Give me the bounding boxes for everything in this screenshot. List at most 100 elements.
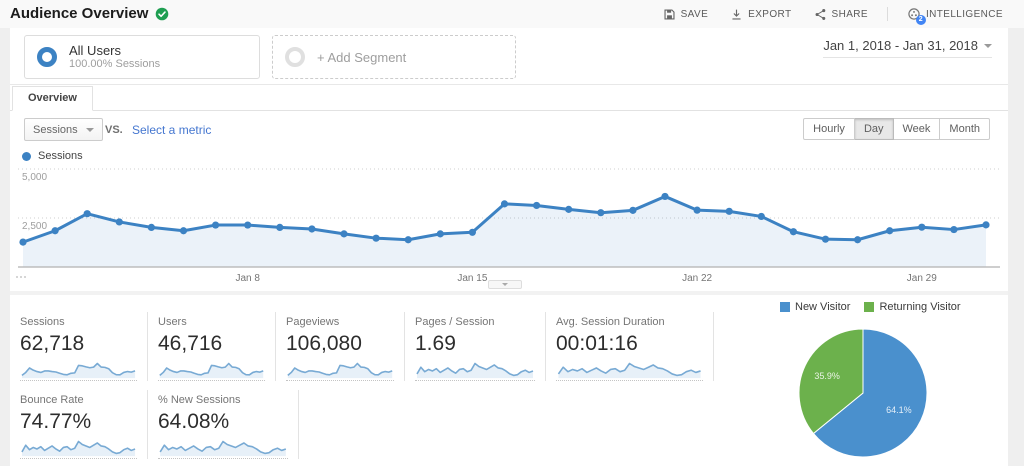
metric-label: Pages / Session xyxy=(415,316,495,328)
granularity-switcher: Hourly Day Week Month xyxy=(803,118,990,140)
sessions-sparkline xyxy=(20,358,137,379)
metric-card-pages-per-session: Pages / Session 1.69 xyxy=(405,312,546,381)
metric-cards: Sessions 62,718 Users 46,716 Pageviews 1… xyxy=(18,312,724,459)
tab-overview-label: Overview xyxy=(28,92,77,104)
chevron-down-icon xyxy=(984,43,992,48)
pie-legend: New Visitor Returning Visitor xyxy=(780,301,961,313)
metric-value: 62,718 xyxy=(20,332,85,355)
add-segment-label: + Add Segment xyxy=(317,49,407,65)
sessions-legend-label: Sessions xyxy=(38,150,83,162)
granularity-day-button[interactable]: Day xyxy=(854,118,894,140)
metric-row-1: Sessions 62,718 Users 46,716 Pageviews 1… xyxy=(18,312,724,381)
metric-value: 106,080 xyxy=(286,332,362,355)
metric-value: 74.77% xyxy=(20,410,92,433)
metric-card-pageviews: Pageviews 106,080 xyxy=(276,312,405,381)
export-button[interactable]: EXPORT xyxy=(721,5,800,24)
save-icon xyxy=(664,8,675,20)
intelligence-icon: 2 xyxy=(907,7,926,25)
metric-selector-dropdown[interactable]: Sessions xyxy=(24,118,103,141)
metric-card-new-sessions: % New Sessions 64.08% xyxy=(148,390,299,459)
granularity-week-button[interactable]: Week xyxy=(893,118,941,140)
tab-overview[interactable]: Overview xyxy=(12,86,93,111)
svg-text:Jan 29: Jan 29 xyxy=(907,273,937,284)
segment-detail: 100.00% Sessions xyxy=(69,58,161,70)
svg-text:35.9%: 35.9% xyxy=(814,371,840,381)
metric-label: Bounce Rate xyxy=(20,394,84,406)
metric-card-avg-session-duration: Avg. Session Duration 00:01:16 xyxy=(546,312,714,381)
granularity-hourly-button[interactable]: Hourly xyxy=(803,118,855,140)
pie-legend-new-visitor: New Visitor xyxy=(780,301,850,313)
share-icon xyxy=(815,8,825,20)
svg-text:2,500: 2,500 xyxy=(22,221,47,232)
add-segment-ring-icon xyxy=(285,47,305,67)
returning-visitor-label: Returning Visitor xyxy=(879,301,961,313)
metric-value: 46,716 xyxy=(158,332,223,355)
segments-row: All Users 100.00% Sessions + Add Segment… xyxy=(10,28,1008,85)
metric-label: Users xyxy=(158,316,187,328)
granularity-month-button[interactable]: Month xyxy=(940,118,990,140)
collapse-chart-button[interactable] xyxy=(488,280,522,289)
share-label: SHARE xyxy=(831,8,868,20)
returning-visitor-swatch-icon xyxy=(864,302,875,312)
svg-text:Jan 15: Jan 15 xyxy=(457,273,487,284)
svg-text:Jan 22: Jan 22 xyxy=(682,273,712,284)
users-sparkline xyxy=(158,358,265,379)
metric-value: 1.69 xyxy=(415,332,456,355)
bounce-rate-sparkline xyxy=(20,436,137,457)
new-visitor-swatch-icon xyxy=(780,302,790,312)
tab-bar: Overview xyxy=(10,85,1008,111)
header-divider xyxy=(886,7,888,21)
svg-text:5,000: 5,000 xyxy=(22,172,47,183)
save-button[interactable]: SAVE xyxy=(654,5,718,24)
metric-label: Avg. Session Duration xyxy=(556,316,665,328)
verified-check-icon xyxy=(156,7,169,21)
select-metric-link[interactable]: Select a metric xyxy=(132,123,212,137)
top-bar: Audience Overview SAVE EXPORT xyxy=(0,0,1024,28)
report-panel: All Users 100.00% Sessions + Add Segment… xyxy=(10,28,1008,466)
sessions-line-chart: 2,500 5,000 Jan 8 Jan 15 Jan 22 Jan 29 xyxy=(18,168,1000,284)
export-icon xyxy=(732,9,741,20)
metric-card-users: Users 46,716 xyxy=(148,312,276,381)
segment-all-users[interactable]: All Users 100.00% Sessions xyxy=(24,35,260,79)
intelligence-badge: 2 xyxy=(915,15,926,25)
pages-per-session-sparkline xyxy=(415,358,535,379)
export-label: EXPORT xyxy=(748,8,792,20)
metric-label: % New Sessions xyxy=(158,394,241,406)
share-button[interactable]: SHARE xyxy=(805,5,877,24)
metric-label: Sessions xyxy=(20,316,65,328)
chart-legend: Sessions xyxy=(22,150,83,162)
save-label: SAVE xyxy=(680,8,709,20)
sessions-legend-dot-icon xyxy=(22,151,31,161)
chart-scroll-strip xyxy=(10,291,1008,295)
metric-card-bounce-rate: Bounce Rate 74.77% xyxy=(18,390,148,459)
segment-name: All Users xyxy=(69,43,122,58)
date-range-selector[interactable]: Jan 1, 2018 - Jan 31, 2018 xyxy=(823,38,992,58)
segment-ring-icon xyxy=(37,47,57,67)
chevron-down-icon xyxy=(85,127,94,132)
metric-value: 64.08% xyxy=(158,410,230,433)
svg-text:64.1%: 64.1% xyxy=(886,405,912,415)
new-visitor-label: New Visitor xyxy=(795,301,851,313)
chevron-down-icon xyxy=(502,283,508,286)
metric-selector-value: Sessions xyxy=(33,123,78,136)
pageviews-sparkline xyxy=(286,358,394,379)
visitor-type-pie-chart: 64.1% 35.9% xyxy=(798,328,928,458)
intelligence-button[interactable]: 2 INTELLIGENCE xyxy=(898,4,1012,25)
add-segment-button[interactable]: + Add Segment xyxy=(272,35,516,79)
metric-value: 00:01:16 xyxy=(556,332,638,355)
svg-text:Jan 8: Jan 8 xyxy=(235,273,260,284)
metric-row-2: Bounce Rate 74.77% % New Sessions 64.08% xyxy=(18,390,724,459)
drag-handle-icon xyxy=(16,276,30,280)
page-title-text: Audience Overview xyxy=(10,5,149,22)
header-actions: SAVE EXPORT SHARE xyxy=(654,0,1012,28)
intelligence-label: INTELLIGENCE xyxy=(925,8,1003,20)
avg-session-duration-sparkline xyxy=(556,358,703,379)
page-title: Audience Overview xyxy=(10,0,169,28)
vs-label: VS. xyxy=(105,124,123,136)
date-range-text: Jan 1, 2018 - Jan 31, 2018 xyxy=(823,38,978,53)
metric-label: Pageviews xyxy=(286,316,340,328)
new-sessions-sparkline xyxy=(158,436,288,457)
chart-controls: Sessions VS. Select a metric Hourly Day … xyxy=(10,111,1008,147)
pie-legend-returning-visitor: Returning Visitor xyxy=(864,301,961,313)
